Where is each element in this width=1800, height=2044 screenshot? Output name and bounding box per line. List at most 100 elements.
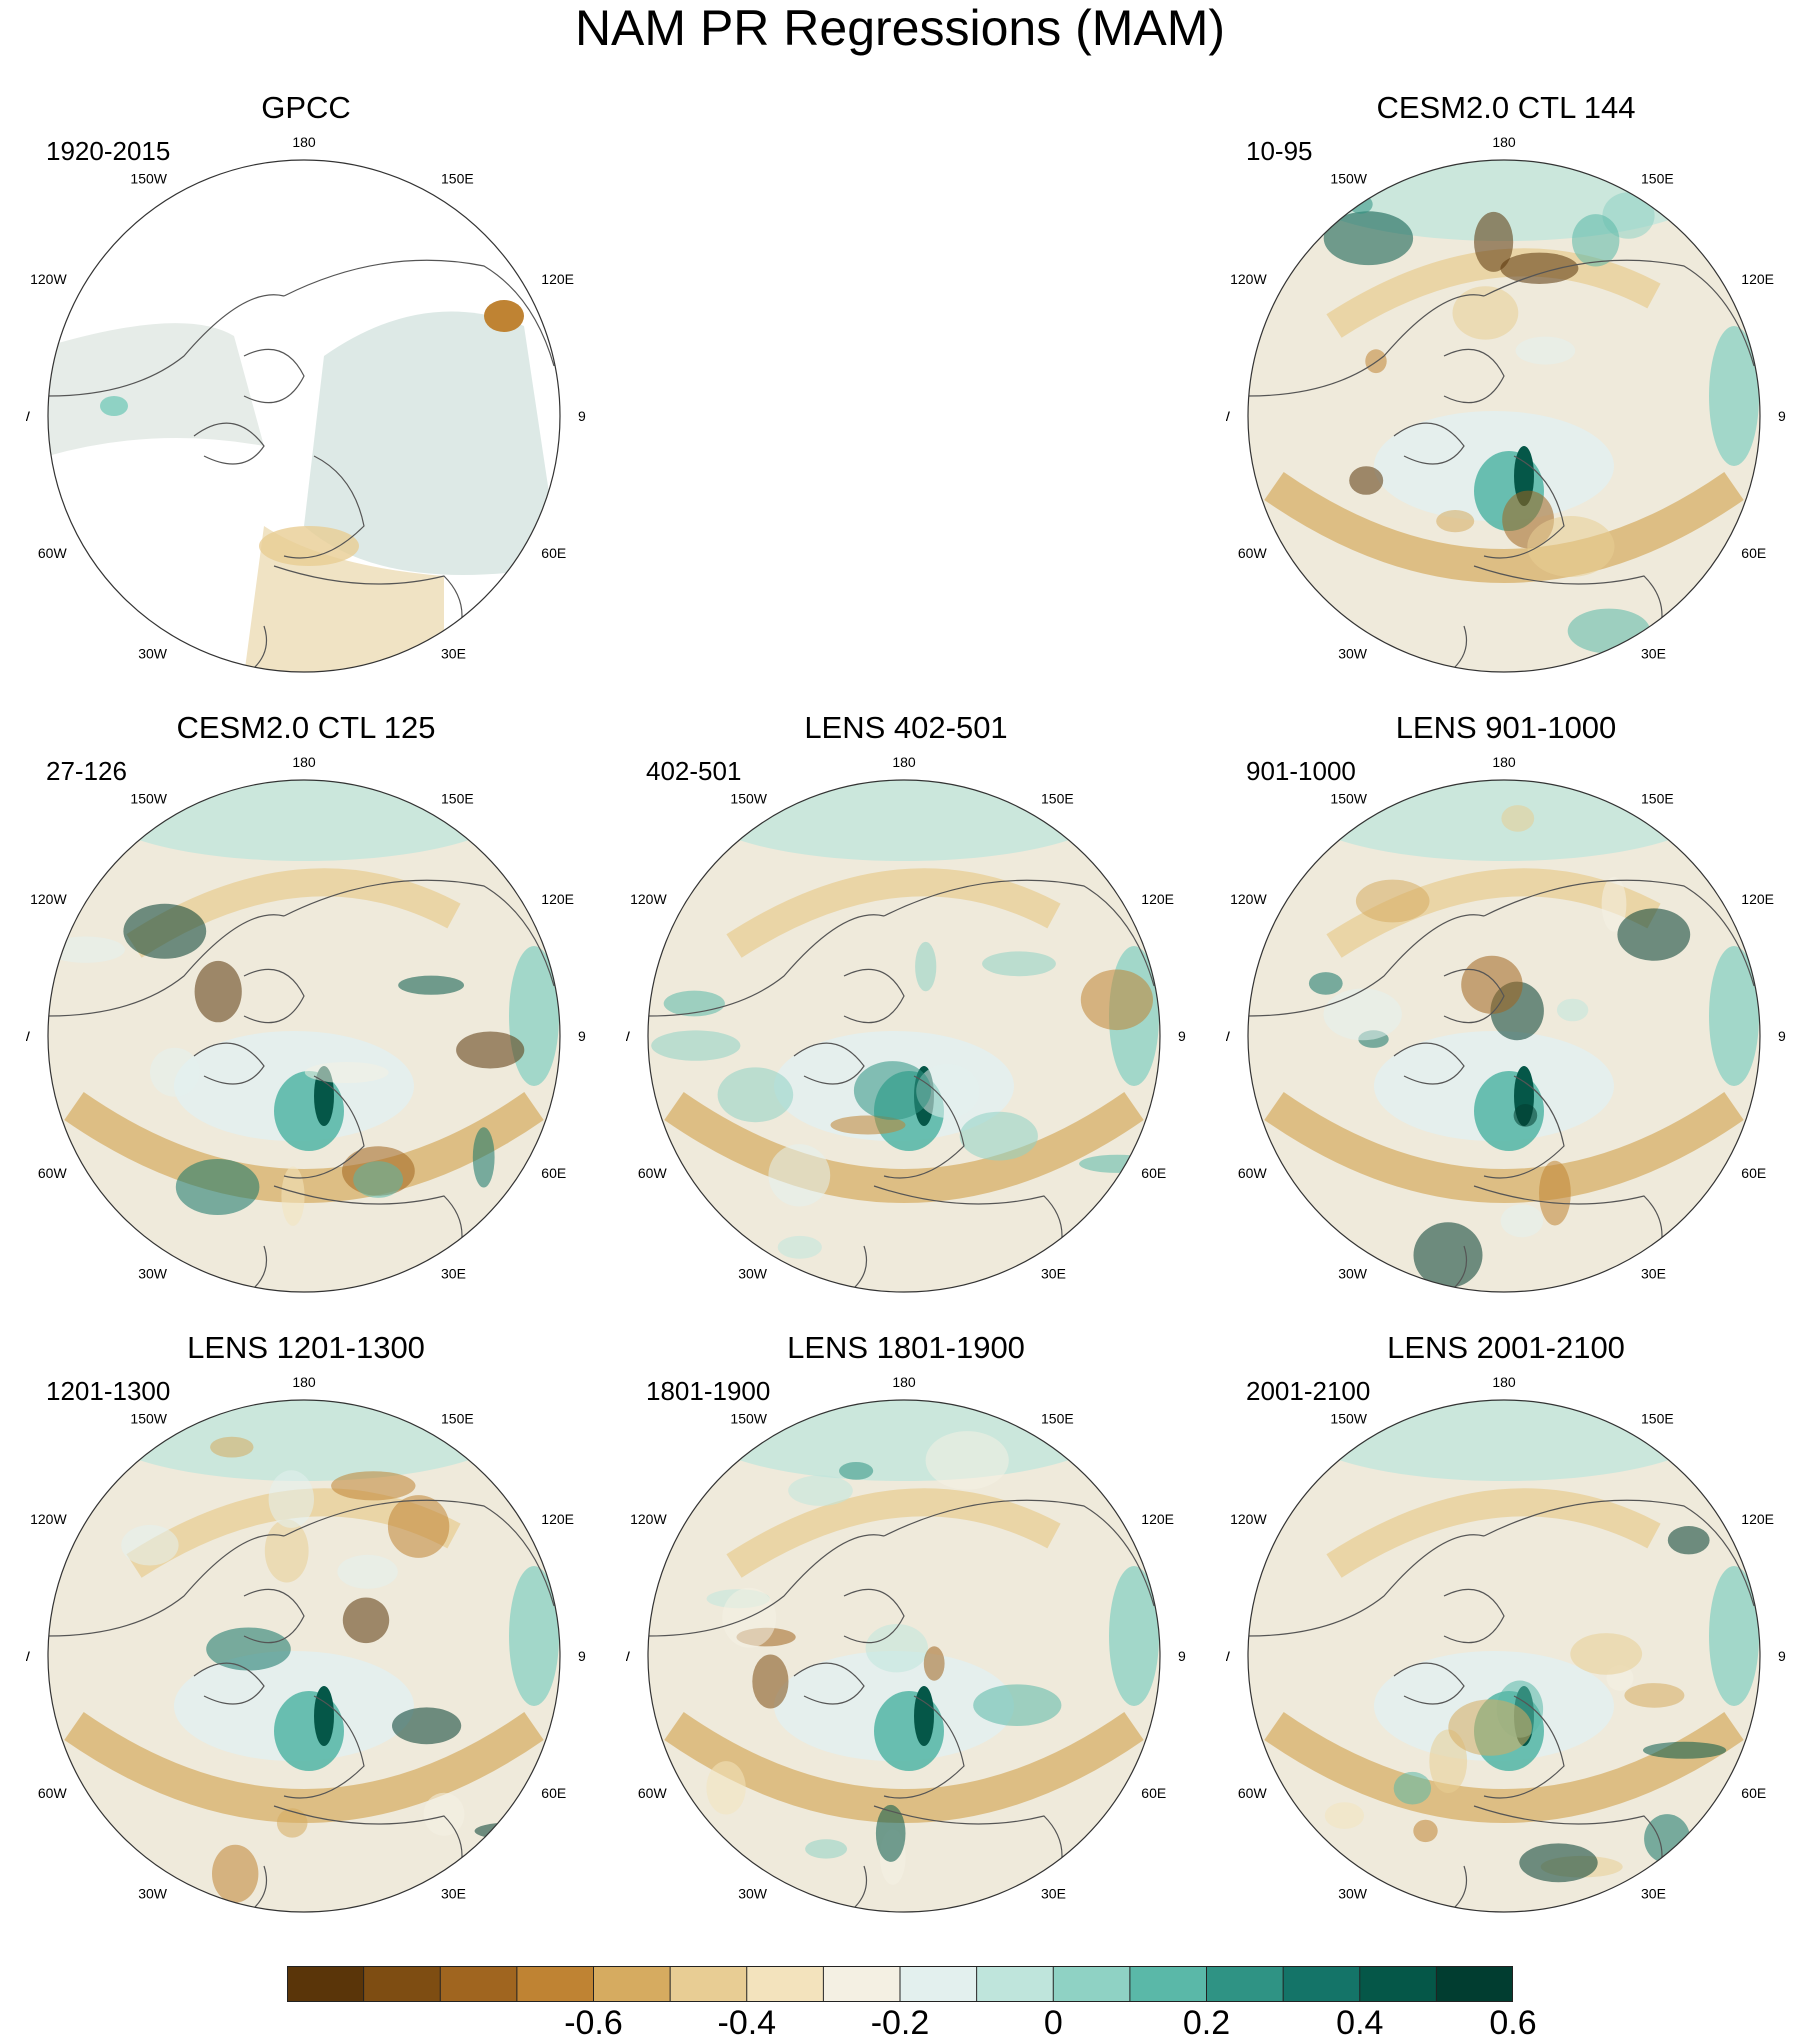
field-blob [865,1624,928,1673]
longitude-label: 120E [541,271,574,287]
coastline [1483,259,1755,367]
field-blob [94,1400,514,1481]
longitude-label: 120W [630,891,667,907]
field-blob [1429,1729,1468,1794]
field-blob [1500,1204,1544,1238]
field-blob [1413,1222,1483,1288]
map-panel-cesm2-0-ctl-125: CESM2.0 CTL 125180150E120E90E60E30E030W6… [26,710,586,1300]
colorbar-tick-label: 0.6 [1489,2004,1537,2042]
longitude-label: 120E [1741,271,1774,287]
coastline [283,1499,555,1607]
coastline [1483,1075,1565,1179]
coastline [1443,1588,1505,1644]
colorbar-tick-label: 0.2 [1182,2004,1231,2042]
polar-map: 180150E120E90E60E30E030W60W90W120W150W [1226,134,1786,673]
field-blob [1324,1802,1364,1829]
panel-title: GPCC [261,90,351,125]
field-blob [1643,1741,1727,1759]
longitude-label: 150E [1641,1411,1674,1427]
map-border [47,1399,561,1913]
longitude-label: 60E [1741,545,1766,561]
longitude-label: 150W [1330,791,1367,807]
field-blob [206,1627,291,1671]
polar-map: 180150E120E90E60E30E030W60W90W120W150W [1226,754,1786,1293]
coastline [793,1662,865,1705]
map-border [1247,779,1761,1293]
longitude-label: 150E [441,791,474,807]
field-blob [1513,1104,1538,1127]
field-blob [1570,1633,1643,1675]
panel-period: 2001-2100 [1246,1376,1371,1406]
field-blob [1617,908,1691,961]
field-blob [669,811,755,839]
field-blob [777,1235,822,1259]
coastline [243,625,268,672]
polar-map: 180150E120E90E60E30E030W60W90W120W150W [626,1374,1186,1913]
longitude-label: 90E [1178,1648,1186,1664]
field-blob [923,1646,945,1681]
field-blob [664,1712,1144,1823]
longitude-label: 60W [1238,545,1268,561]
longitude-label: 30E [1641,645,1666,661]
longitude-label: 150W [730,791,767,807]
longitude-label: 90W [26,1028,31,1044]
coastline [883,1695,965,1799]
longitude-label: 60W [638,1165,668,1181]
field-blob [175,1159,260,1215]
field-blob [1500,252,1579,284]
field-blob [1448,1699,1532,1756]
field-blob [768,1144,831,1207]
map-panel-lens-901-1000: LENS 901-1000 180150E120E90E60E30E030W60W… [1226,710,1786,1300]
field-blob [276,1808,308,1838]
field-blob [314,1686,334,1746]
colorbar-bin [516,1966,595,2002]
longitude-label: 150W [130,1411,167,1427]
coastline [1483,1499,1755,1607]
panel-title: LENS 1201-1300 [187,1330,425,1365]
colorbar-bin [1436,1966,1513,2002]
coastline [193,422,265,465]
longitude-label: 30W [738,1885,768,1901]
coastline [1483,1695,1565,1799]
field-blob [914,1686,934,1746]
longitude-label: 120E [1741,891,1774,907]
map-panel-lens-1801-1900: LENS 1801-1900180150E120E90E60E30E030W60… [626,1330,1186,1920]
colorbar-bin [900,1966,978,2002]
map-border [1247,1399,1761,1913]
coastline [843,1245,868,1292]
colorbar-tick-label: -0.6 [564,2004,623,2042]
coastline [1393,1662,1465,1705]
coastline [1393,422,1465,465]
longitude-label: 180 [292,134,316,150]
field-blob [915,941,937,992]
field-blob [121,1524,179,1566]
field-blob [48,936,125,963]
field-blob [1474,211,1514,272]
coastline [193,1042,265,1085]
field-blob [1436,510,1475,533]
colorbar-tick-label: -0.2 [870,2004,930,2042]
land-shading [48,323,264,456]
longitude-label: 120E [541,1511,574,1527]
coastline [1443,1865,1468,1912]
coastline [1248,1534,1485,1637]
longitude-label: 90W [1226,408,1231,424]
field-blob [1365,349,1387,374]
longitude-label: 30W [138,1885,168,1901]
panel-title: CESM2.0 CTL 144 [1376,90,1636,125]
coastline [283,879,555,987]
longitude-label: 90W [26,408,31,424]
longitude-label: 120W [30,1511,67,1527]
polar-map: 180150E120E90E60E30E030W60W90W120W150W [26,754,586,1293]
field-blob [717,1067,794,1123]
coastline [793,1042,865,1085]
panel-title: LENS 901-1000 [1395,710,1617,745]
longitude-label: 60E [1141,1165,1166,1181]
coastline [283,259,555,367]
colorbar-bin [746,1966,824,2002]
field-blob [1501,805,1535,832]
longitude-label: 180 [1492,1374,1516,1390]
field-blob [916,1064,980,1118]
longitude-label: 180 [292,754,316,770]
coastline [1443,1245,1468,1292]
